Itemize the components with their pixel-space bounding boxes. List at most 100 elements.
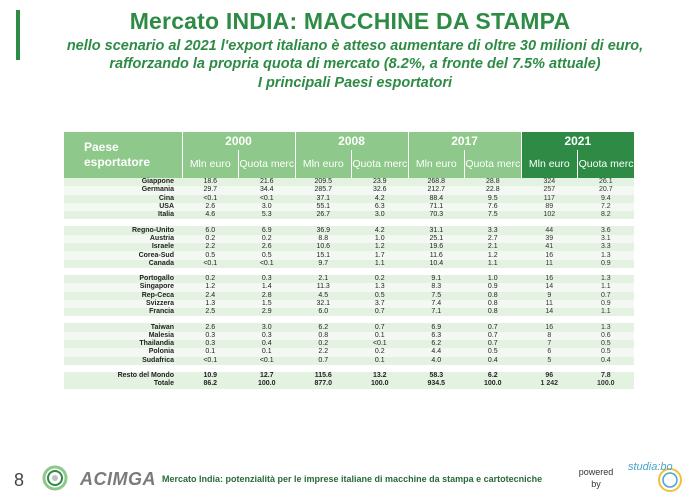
- subtitle-line-1: nello scenario al 2021 l'export italiano…: [66, 38, 644, 54]
- quota-merc-header: Quota merc: [577, 150, 635, 178]
- table-cell: 2.1: [464, 243, 522, 252]
- spacer-cell: [64, 267, 635, 275]
- table-cell: 0.4: [238, 340, 296, 349]
- table-cell: 7.5: [408, 291, 465, 300]
- table-cell: 10.4: [408, 259, 465, 268]
- table-cell: 0.5: [238, 251, 296, 260]
- table-cell: 1.1: [464, 259, 522, 268]
- table-cell: 26.1: [577, 178, 635, 187]
- table-row: Francia 2.5 2.9 6.0 0.7 7.1 0.8 14 1.1: [64, 308, 635, 317]
- table-cell: 0.5: [351, 291, 409, 300]
- country-name: USA: [64, 202, 182, 212]
- table-cell: 10.6: [295, 243, 352, 252]
- table-cell: 11: [521, 259, 578, 268]
- table-cell: 0.4: [464, 356, 522, 365]
- table-cell: 44: [521, 226, 578, 235]
- table-row: Singapore 1.2 1.4 11.3 1.3 8.3 0.9 14 1.1: [64, 283, 635, 292]
- table-cell: 20.7: [577, 186, 635, 195]
- table-cell: 0.5: [577, 348, 635, 357]
- country-name: Resto del Mondo: [64, 371, 182, 381]
- table-cell: 14: [521, 283, 578, 292]
- table-cell: 0.3: [182, 340, 239, 349]
- table-cell: 117: [521, 194, 578, 203]
- table-cell: 0.1: [351, 331, 409, 341]
- table-cell: 1.1: [577, 283, 635, 292]
- table-row: Rep-Ceca 2.4 2.8 4.5 0.5 7.5 0.8 9 0.7: [64, 291, 635, 300]
- country-name: Giappone: [64, 178, 182, 187]
- table-cell: 31.1: [408, 226, 465, 235]
- table-cell: 2.6: [182, 323, 239, 332]
- table-cell: 6.0: [182, 226, 239, 235]
- country-name: Israele: [64, 243, 182, 252]
- table-cell: 6.3: [408, 331, 465, 341]
- table-cell: 37.1: [295, 194, 352, 203]
- table-cell: 0.8: [295, 331, 352, 341]
- table-cell: 11: [521, 299, 578, 309]
- table-cell: 6.2: [464, 371, 522, 381]
- table-cell: 11.3: [295, 283, 352, 292]
- table-cell: 0.5: [577, 340, 635, 349]
- year-header-2017: 2017: [407, 132, 522, 150]
- exporters-table: Paese esportatore 2000 2008 2017 2021 Ml…: [64, 132, 635, 389]
- table-cell: 36.9: [295, 226, 352, 235]
- mln-euro-header: Mln euro: [407, 150, 465, 178]
- table-row: Taiwan 2.6 3.0 6.2 0.7 6.9 0.7 16 1.3: [64, 323, 635, 332]
- table-cell: 0.1: [351, 356, 409, 365]
- table-cell: 32.6: [351, 186, 409, 195]
- table-cell: 285.7: [295, 186, 352, 195]
- table-cell: 6.2: [295, 323, 352, 332]
- table-cell: 3.0: [238, 202, 296, 212]
- table-cell: 21.6: [238, 178, 296, 187]
- table-row: Polonia 0.1 0.1 2.2 0.2 4.4 0.5 6 0.5: [64, 348, 635, 357]
- table-cell: 0.2: [351, 274, 409, 284]
- table-cell: 324: [521, 178, 578, 187]
- acimga-logo-text: ACIMGA: [80, 469, 156, 489]
- mln-euro-header: Mln euro: [181, 150, 239, 178]
- table-cell: 0.7: [577, 291, 635, 300]
- table-cell: 12.7: [238, 371, 296, 381]
- country-name: Austria: [64, 234, 182, 244]
- spacer-cell: [64, 219, 635, 227]
- country-name: Sudafrica: [64, 356, 182, 365]
- table-cell: 71.1: [408, 202, 465, 212]
- table-cell: <0.1: [182, 356, 239, 365]
- table-cell: 1.2: [351, 243, 409, 252]
- table-cell: 0.5: [182, 251, 239, 260]
- spacer-cell: [64, 316, 635, 324]
- table-cell: 0.9: [464, 283, 522, 292]
- table-cell: 100.0: [577, 380, 635, 389]
- table-cell: 0.8: [464, 308, 522, 317]
- country-name: Taiwan: [64, 323, 182, 332]
- table-cell: 4.5: [295, 291, 352, 300]
- table-cell: 55.1: [295, 202, 352, 212]
- table-cell: 0.2: [238, 234, 296, 244]
- table-cell: <0.1: [238, 356, 296, 365]
- table-cell: 1 242: [521, 380, 578, 389]
- table-cell: 3.0: [238, 323, 296, 332]
- mln-euro-header: Mln euro: [520, 150, 578, 178]
- table-cell: 18.6: [182, 178, 239, 187]
- table-cell: 2.4: [182, 291, 239, 300]
- table-cell: 5.3: [238, 211, 296, 220]
- studia-bo-logo-text: studia:bo: [628, 461, 673, 473]
- table-cell: 0.3: [238, 274, 296, 284]
- country-name: Canada: [64, 259, 182, 268]
- table-row: Malesia 0.3 0.3 0.8 0.1 6.3 0.7 8 0.6: [64, 331, 635, 341]
- table-cell: 0.7: [295, 356, 352, 365]
- table-row: Thailandia 0.3 0.4 0.2 <0.1 6.2 0.7 7 0.5: [64, 340, 635, 349]
- table-row: Cina <0.1 <0.1 37.1 4.2 88.4 9.5 117 9.4: [64, 194, 635, 203]
- country-name: Polonia: [64, 348, 182, 357]
- exporters-table-container: Paese esportatore 2000 2008 2017 2021 Ml…: [64, 132, 635, 389]
- table-cell: 6.2: [408, 340, 465, 349]
- table-cell: 0.7: [464, 340, 522, 349]
- table-cell: 0.7: [464, 323, 522, 332]
- table-cell: 0.1: [182, 348, 239, 357]
- table-cell: 9.1: [408, 274, 465, 284]
- table-cell: 934.5: [408, 380, 465, 389]
- table-cell: 9: [521, 291, 578, 300]
- page-number: 8: [14, 470, 25, 490]
- table-row: Germania 29.7 34.4 285.7 32.6 212.7 22.8 257 20.…: [64, 186, 635, 195]
- studia-bo-logo-icon: [658, 468, 682, 492]
- table-cell: 7.4: [408, 299, 465, 309]
- country-name: Corea-Sud: [64, 251, 182, 260]
